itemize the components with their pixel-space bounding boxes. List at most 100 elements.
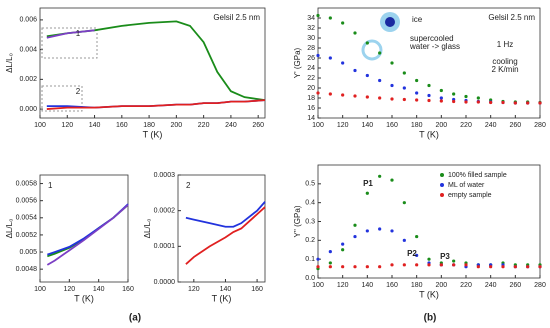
y-tick-label: 0.2 — [305, 237, 315, 244]
data-point — [316, 53, 320, 58]
x-tick-label: 180 — [411, 282, 423, 289]
data-point — [415, 263, 419, 267]
data-point — [415, 91, 419, 95]
data-point — [341, 265, 345, 269]
data-point — [439, 99, 443, 103]
y-tick-label: 0.0 — [305, 275, 315, 282]
data-point — [501, 265, 505, 269]
data-line — [46, 99, 266, 110]
y-tick-label: 0.000 — [19, 106, 37, 113]
data-point — [353, 68, 357, 73]
data-line — [47, 203, 129, 256]
data-point — [439, 96, 443, 100]
y-tick-label: 18 — [307, 95, 315, 102]
data-line — [47, 204, 129, 258]
y-tick-label: 32 — [307, 25, 315, 32]
y-tick-label: 30 — [307, 35, 315, 42]
icon — [361, 39, 383, 61]
data-point — [427, 257, 431, 261]
data-point — [464, 94, 468, 99]
plot-frame — [317, 164, 541, 279]
data-point — [316, 13, 320, 18]
data-point — [464, 100, 468, 104]
data-point — [316, 91, 320, 95]
data-point — [526, 101, 530, 105]
y-axis-label: ΔL/L₀ — [143, 219, 152, 239]
x-tick-label: 120 — [337, 282, 349, 289]
x-axis-label: T (K) — [74, 293, 94, 303]
y-tick-label: 28 — [307, 45, 315, 52]
x-tick-label: 160 — [386, 122, 398, 129]
x-tick-label: 140 — [220, 286, 232, 293]
data-point — [365, 229, 369, 233]
y-tick-label: 22 — [307, 75, 315, 82]
data-point — [439, 263, 443, 267]
annotation: 1 — [48, 181, 53, 190]
data-point — [378, 78, 382, 83]
annotation: 1 Hz — [497, 40, 513, 49]
y-tick-label: 0.005 — [19, 249, 37, 256]
x-tick-label: 220 — [460, 282, 472, 289]
data-point — [341, 93, 345, 97]
legend-label: 100% filled sample — [448, 172, 507, 179]
y-axis-label: ΔL/L₀ — [5, 219, 14, 239]
data-line — [185, 201, 266, 228]
data-point — [402, 263, 406, 267]
y-tick-label: 0.0054 — [16, 215, 38, 222]
data-point — [328, 92, 332, 96]
icon — [385, 17, 395, 27]
data-point — [439, 88, 443, 93]
x-tick-label: 220 — [198, 122, 210, 129]
y-tick-label: 16 — [307, 105, 315, 112]
plot-frame — [177, 174, 266, 283]
data-point — [353, 31, 357, 35]
data-line — [185, 206, 266, 265]
y-axis-label: Y' (GPa) — [293, 47, 302, 78]
x-tick-label: 280 — [534, 282, 546, 289]
data-point — [378, 51, 382, 55]
y-tick-label: 24 — [307, 65, 315, 72]
data-point — [378, 174, 382, 178]
annotation: water -> glass — [409, 42, 460, 51]
data-point — [538, 101, 542, 105]
data-point — [427, 93, 431, 98]
plot-frame — [317, 7, 541, 119]
x-tick-label: 200 — [435, 282, 447, 289]
x-tick-label: 100 — [312, 122, 324, 129]
x-tick-label: 180 — [411, 122, 423, 129]
data-point — [365, 265, 369, 269]
x-tick-label: 260 — [509, 282, 521, 289]
plot-frame — [39, 7, 266, 119]
x-tick-label: 260 — [509, 122, 521, 129]
x-tick-label: 220 — [460, 122, 472, 129]
zoom-box — [41, 27, 98, 59]
data-point — [501, 100, 505, 105]
data-point — [341, 248, 345, 252]
data-point — [402, 201, 406, 205]
data-point — [390, 178, 394, 182]
x-axis-label: T (K) — [419, 289, 439, 299]
y-tick-label: 0.4 — [305, 200, 315, 207]
data-point — [353, 265, 357, 269]
x-axis-label: T (K) — [143, 129, 163, 139]
data-point — [328, 56, 332, 60]
data-point — [341, 242, 345, 246]
data-point — [341, 21, 345, 25]
annotation: Gelsil 2.5 nm — [213, 13, 260, 22]
data-point — [390, 83, 394, 88]
data-line — [46, 204, 129, 266]
data-point — [402, 71, 406, 75]
x-tick-label: 160 — [251, 286, 263, 293]
data-point — [415, 253, 419, 257]
data-point — [427, 263, 431, 267]
data-point — [328, 16, 332, 20]
y-tick-label: 34 — [307, 15, 315, 22]
y-tick-label: 0.5 — [305, 181, 315, 188]
legend-label: ML of water — [448, 182, 485, 189]
x-tick-label: 140 — [89, 122, 101, 129]
data-point — [328, 265, 332, 269]
annotation: 2 — [76, 87, 81, 96]
x-tick-label: 100 — [34, 286, 46, 293]
y-tick-label: 0.0048 — [16, 266, 38, 273]
data-point — [328, 261, 332, 265]
